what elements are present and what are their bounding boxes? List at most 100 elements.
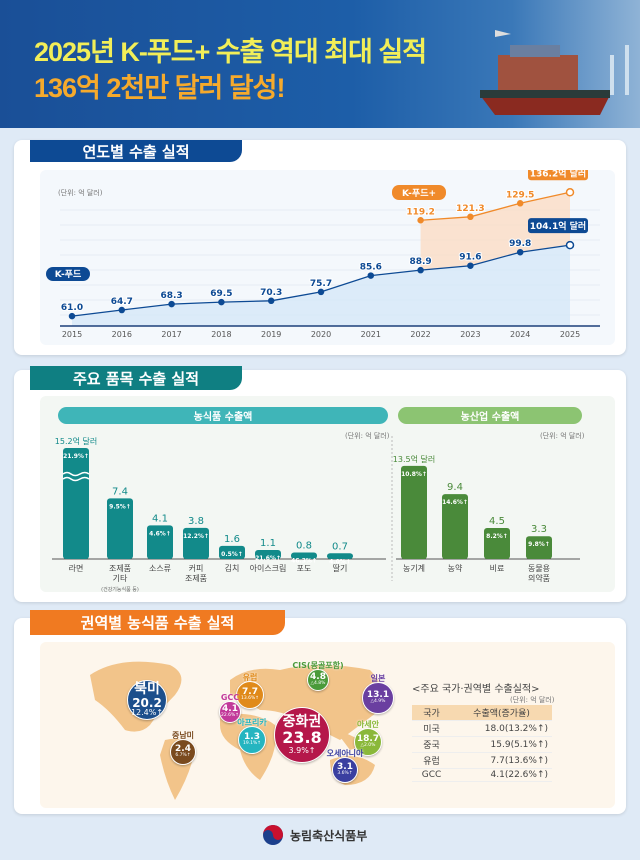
food-change-label: 9.5%↑	[109, 503, 131, 510]
food-change-label: 21.9%↑	[63, 453, 89, 460]
agri-value-label: 13.5억 달러	[393, 454, 435, 464]
food-change-label: 0.5%↑	[221, 551, 243, 558]
region-value: 18.7	[356, 733, 380, 744]
food-category-label: 아이스크림	[250, 563, 287, 573]
k-food-value-label: 64.7	[111, 297, 133, 307]
region-name: 북미	[134, 681, 160, 698]
k-food-point	[565, 240, 575, 250]
item-bar-charts: 15.2억 달러21.9%↑라면7.49.5%↑조제품기타4.14.6%↑소스류…	[52, 436, 580, 592]
food-value-label: 15.2억 달러	[55, 436, 97, 446]
region-value: 2.4	[175, 743, 191, 754]
food-bar	[147, 525, 173, 559]
region-name: GCC	[220, 693, 240, 702]
region-change: 6.7%↑	[175, 753, 191, 759]
agri-change-label: 8.2%↑	[486, 533, 508, 540]
agri-category-label: 농약	[448, 563, 463, 573]
food-value-label: 3.8	[188, 516, 204, 527]
x-tick-label: 2017	[161, 330, 181, 339]
table-unit: (단위: 억 달러)	[510, 696, 555, 704]
headline-line1: 2025년 K-푸드+ 수출 역대 최대 실적	[34, 37, 427, 67]
k-food-plus-point	[516, 200, 524, 207]
food-category-label: 딸기	[333, 563, 348, 573]
food-bar	[291, 552, 317, 559]
k-food-value-label: 88.9	[409, 257, 431, 267]
k-food-value-label: 68.3	[160, 291, 182, 301]
k-food-point	[467, 262, 474, 269]
food-category-label: 소스류	[149, 564, 171, 573]
food-export-header: 농식품 수출액	[58, 407, 388, 424]
region-value: 1.3	[244, 731, 260, 742]
food-change-label: 4.0%↑	[329, 558, 351, 565]
agri-value-label: 9.4	[447, 482, 463, 493]
x-tick-label: 2022	[410, 330, 430, 339]
food-value-label: 1.1	[260, 538, 276, 549]
food-bar	[183, 527, 209, 559]
table-cell-country: GCC	[412, 768, 452, 782]
cargo-ship-illustration	[480, 30, 629, 115]
agri-bar	[442, 494, 468, 559]
k-food-plus-legend-pill	[392, 185, 446, 200]
k-food-plus-legend-label: K-푸드+	[402, 188, 436, 199]
food-category-label: 김치	[225, 563, 240, 573]
region-bubble: CIS(몽골포함) 4.8 △4.8%	[292, 661, 344, 691]
k-food-point	[267, 297, 275, 305]
k-food-plus-value-label: 129.5	[506, 190, 534, 200]
k-food-point	[168, 300, 175, 308]
k-food-point	[317, 288, 325, 296]
yearly-line-chart: 2015 2016 2017 2018 2019 2020 2021 2022 2023 2024…	[46, 170, 600, 339]
x-tick-label: 2025	[560, 330, 580, 339]
region-bubble: 유럽 7.7 13.6%↑	[236, 673, 264, 709]
food-change-label: 21.6%↑	[255, 555, 281, 562]
agri-bar	[401, 465, 427, 559]
food-change-label: 46.3%↑	[291, 557, 317, 564]
table-header-country: 국가	[412, 705, 452, 721]
k-food-area	[72, 245, 570, 326]
table-row: 중국 15.9(5.1%↑)	[412, 736, 552, 753]
table-cell-amount: 18.0(13.2%↑)	[451, 720, 552, 737]
food-category-note: (건강기능식품 등)	[101, 586, 139, 592]
region-change: 3.6%↑	[337, 771, 353, 777]
k-food-plus-line	[420, 191, 571, 221]
food-unit-label: (단위: 억 달러)	[345, 432, 390, 440]
table-cell-country: 미국	[412, 720, 452, 737]
region-bubble: 아프리카 1.3 19.1%↑	[237, 718, 267, 754]
k-food-point	[118, 306, 126, 314]
k-food-value-label: 70.3	[260, 288, 282, 298]
table-cell-amount: 15.9(5.1%↑)	[451, 736, 552, 753]
yearly-unit-label: (단위: 억 달러)	[58, 189, 103, 197]
k-food-legend-label: K-푸드	[55, 269, 82, 280]
agri-change-label: 9.8%↑	[528, 541, 550, 548]
table-row: 유럽 7.7(13.6%↑)	[412, 752, 552, 769]
region-name: 중남미	[171, 731, 195, 740]
k-food-point	[68, 312, 76, 320]
table-row: GCC 4.1(22.6%↑)	[412, 768, 552, 782]
k-food-plus-final-callout	[528, 170, 588, 181]
x-tick-label: 2015	[62, 330, 82, 339]
k-food-point	[218, 298, 225, 306]
table-row: 미국 18.0(13.2%↑)	[412, 720, 552, 737]
header-banner: 2025년 K-푸드+ 수출 역대 최대 실적 136억 2천만 달러 달성!	[0, 0, 640, 128]
region-value: 23.8	[282, 727, 322, 747]
k-food-plus-point	[467, 213, 474, 221]
agri-category-label: 농기계	[403, 563, 425, 573]
region-change: 13.6%↑	[240, 696, 260, 702]
region-change: 19.1%↑	[242, 741, 262, 747]
x-tick-label: 2019	[261, 330, 281, 339]
food-value-label: 7.4	[112, 486, 128, 497]
agri-export-header: 농산업 수출액	[398, 407, 582, 424]
food-bar	[107, 498, 133, 559]
k-food-plus-area	[420, 192, 570, 271]
x-tick-label: 2021	[361, 330, 381, 339]
food-value-label: 0.7	[332, 541, 348, 552]
x-tick-label: 2023	[460, 330, 480, 339]
region-value: 4.1	[222, 703, 238, 714]
k-food-plus-final-label: 136.2억 달러	[530, 170, 586, 179]
region-bubble: 일본 13.1 △4.9%	[362, 674, 394, 714]
region-name: 아세안	[356, 720, 380, 729]
k-food-value-label: 91.6	[459, 253, 481, 263]
agri-bar	[526, 536, 552, 559]
country-export-table: 국가 수출액(증가율) 미국 18.0(13.2%↑) 중국 15.9(5.1%↑)…	[412, 705, 552, 782]
axis-break-mark	[62, 471, 90, 482]
k-food-value-label: 69.5	[210, 289, 232, 299]
region-change: 3.9%↑	[288, 745, 316, 755]
